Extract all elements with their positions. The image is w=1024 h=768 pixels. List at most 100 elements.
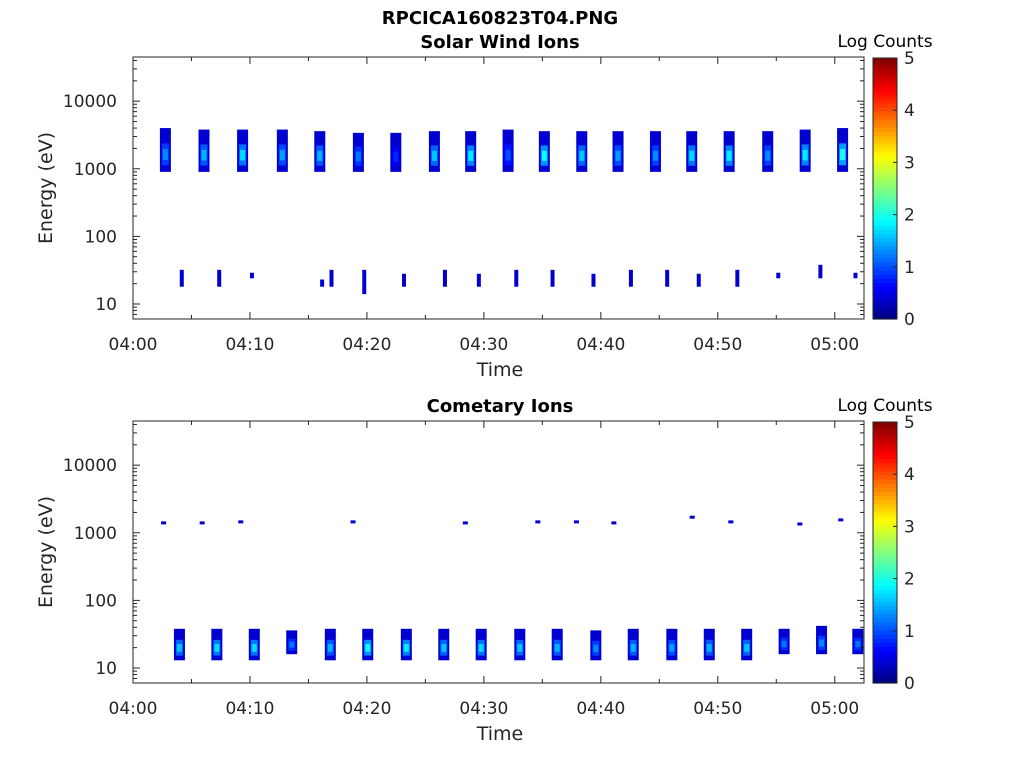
colorbar-swatch	[873, 617, 897, 623]
data-cell	[579, 150, 585, 161]
colorbar-swatch	[873, 111, 897, 116]
data-cell	[630, 643, 636, 652]
colorbar-swatch	[873, 483, 897, 488]
y-axis-label: Energy (eV)	[35, 496, 57, 608]
colorbar-swatch	[873, 589, 897, 594]
colorbar: 0 1 2 3 4 5	[872, 49, 915, 330]
colorbar-swatch	[873, 523, 897, 529]
data-cell	[199, 521, 205, 525]
colorbar-frame	[872, 57, 898, 320]
x-tick-label: 04:50	[693, 699, 742, 719]
data-cell	[706, 643, 712, 652]
data-cell	[735, 269, 740, 287]
y-tick-label: 100	[85, 227, 117, 247]
colorbar-swatch	[873, 225, 897, 230]
x-tick-label: 04:50	[693, 335, 742, 355]
colorbar-tick-label: 5	[904, 49, 915, 69]
colorbar-swatch	[873, 564, 897, 570]
data-cell	[665, 269, 670, 287]
colorbar-swatch	[873, 670, 897, 676]
data-cell	[403, 643, 409, 652]
y-tick-label: 100	[85, 591, 117, 611]
colorbar-swatch	[873, 229, 897, 234]
colorbar-swatch	[873, 127, 897, 133]
data-cell	[797, 522, 803, 526]
colorbar-swatch	[873, 536, 897, 541]
colorbar-swatch	[873, 650, 897, 656]
colorbar-swatch	[873, 593, 897, 598]
data-cell	[327, 643, 333, 652]
colorbar-swatch	[873, 572, 897, 578]
data-cell	[329, 269, 334, 287]
colorbar-swatch	[873, 253, 897, 259]
x-tick-label: 04:40	[576, 699, 625, 719]
x-axis-label: Time	[476, 723, 524, 745]
colorbar-swatch	[873, 495, 897, 501]
colorbar-tick-label: 1	[904, 258, 915, 278]
x-axis-label: Time	[476, 359, 524, 381]
x-tick-label: 05:00	[810, 335, 859, 355]
colorbar-swatch	[873, 499, 897, 505]
colorbar-swatch	[873, 306, 897, 312]
data-cell	[431, 150, 437, 161]
colorbar-swatch	[873, 458, 897, 464]
data-cell	[728, 520, 734, 524]
colorbar-swatch	[873, 192, 897, 198]
y-tick-label: 1000	[74, 160, 117, 180]
colorbar-swatch	[873, 470, 897, 476]
colorbar-swatch	[873, 532, 897, 537]
data-cell	[669, 643, 675, 652]
colorbar-swatch	[873, 556, 897, 562]
colorbar-swatch	[873, 646, 897, 651]
colorbar-swatch	[873, 188, 897, 194]
data-cell	[765, 150, 771, 161]
figure-title: RPCICA160823T04.PNG	[382, 8, 618, 29]
data-cell	[238, 520, 244, 524]
colorbar-swatch	[873, 155, 897, 161]
data-cell	[628, 269, 633, 287]
solar-wind-panel: Solar Wind Ions Log Counts Time Energy (…	[35, 32, 933, 381]
data-cell	[442, 269, 447, 287]
colorbar-swatch	[873, 540, 897, 545]
x-tick-label: 04:10	[225, 699, 274, 719]
colorbar-swatch	[873, 270, 897, 275]
colorbar-tick-label: 0	[904, 674, 915, 694]
data-layer	[161, 515, 864, 661]
colorbar-swatch	[873, 662, 897, 668]
data-cell	[317, 150, 323, 161]
colorbar-swatch	[873, 438, 897, 443]
cometary-panel: Cometary Ions Log Counts Time Energy (eV…	[35, 396, 933, 745]
colorbar-tick-label: 2	[904, 206, 915, 226]
colorbar-swatch	[873, 642, 897, 647]
data-cell	[517, 643, 523, 652]
data-cell	[726, 150, 732, 161]
colorbar-swatch	[873, 560, 897, 566]
colorbar-swatch	[873, 658, 897, 664]
colorbar-frame	[872, 421, 898, 684]
colorbar-swatch	[873, 159, 897, 165]
data-cell	[476, 273, 481, 287]
data-cell	[505, 149, 511, 161]
colorbar-swatch	[873, 613, 897, 619]
data-cell	[615, 150, 621, 161]
colorbar-tick-label: 3	[904, 153, 915, 173]
colorbar-swatch	[873, 286, 897, 292]
colorbar-swatch	[873, 674, 897, 680]
data-cell	[776, 272, 781, 279]
data-cell	[161, 521, 167, 525]
colorbar-swatch	[873, 634, 897, 639]
colorbar-swatch	[873, 442, 897, 448]
colorbar-swatch	[873, 115, 897, 120]
colorbar-swatch	[873, 62, 897, 67]
data-cell	[514, 269, 519, 287]
data-cell	[818, 264, 823, 279]
colorbar-swatch	[873, 168, 897, 173]
data-cell	[251, 643, 257, 652]
colorbar-swatch	[873, 176, 897, 181]
colorbar-swatch	[873, 638, 897, 643]
data-cell	[781, 640, 787, 648]
colorbar-swatch	[873, 249, 897, 255]
colorbar-swatch	[873, 422, 897, 427]
colorbar-swatch	[873, 237, 897, 243]
colorbar-swatch	[873, 98, 897, 104]
